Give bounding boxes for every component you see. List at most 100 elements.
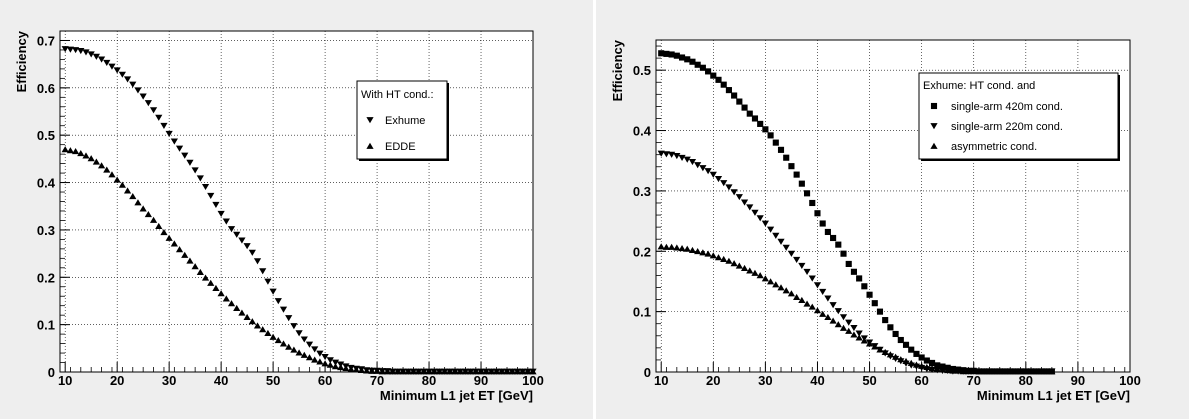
data-point: [897, 336, 904, 344]
data-point: [897, 356, 905, 363]
data-point: [824, 313, 832, 320]
data-point: [746, 267, 754, 274]
data-point: [839, 324, 848, 331]
data-point: [191, 167, 199, 174]
data-point: [683, 156, 691, 163]
data-point: [108, 63, 116, 70]
data-point: [819, 220, 826, 227]
data-point: [279, 340, 288, 347]
y-tick-label: 0.4: [37, 176, 56, 191]
data-point: [529, 368, 537, 375]
data-point: [217, 210, 225, 218]
data-point: [1043, 368, 1051, 375]
data-point: [678, 154, 686, 161]
series-2: [657, 243, 1056, 375]
data-point: [300, 336, 308, 343]
data-point: [207, 279, 215, 286]
data-point: [129, 81, 137, 88]
data-point: [683, 245, 691, 252]
y-tick-label: 0.5: [633, 63, 651, 78]
data-point: [227, 300, 236, 307]
data-point: [461, 368, 470, 375]
data-point: [944, 366, 952, 374]
data-point: [144, 100, 152, 107]
data-point: [248, 318, 256, 325]
data-point: [996, 368, 1004, 375]
data-point: [269, 288, 277, 295]
data-point: [761, 220, 769, 227]
data-point: [813, 307, 822, 314]
data-point: [264, 278, 272, 285]
data-point: [850, 331, 858, 338]
data-point: [181, 152, 189, 159]
data-point: [238, 237, 246, 244]
y-tick-label: 0.1: [633, 305, 651, 320]
data-point: [363, 367, 371, 374]
data-point: [850, 268, 857, 275]
data-point: [714, 254, 723, 261]
data-point: [704, 168, 712, 175]
data-point: [259, 326, 267, 333]
data-point: [913, 350, 920, 357]
data-point: [129, 193, 137, 200]
data-point: [730, 260, 738, 267]
data-point: [103, 166, 111, 173]
data-point: [751, 269, 759, 276]
legend-entry-label: single-arm 420m cond.: [951, 101, 1063, 113]
data-point: [61, 46, 69, 53]
data-point: [186, 159, 194, 166]
data-point: [990, 368, 999, 375]
data-point: [751, 115, 759, 122]
data-point: [803, 300, 811, 307]
y-tick-label: 0.2: [633, 244, 651, 259]
data-point: [809, 199, 816, 207]
data-point: [850, 325, 858, 332]
data-point: [139, 205, 147, 212]
efficiency-chart-right: 10 20 30 40 50 60 70 80 90 100 0 0.1 0.2 0.3 0.4 0.5 Min…: [610, 39, 1141, 403]
data-point: [456, 368, 464, 375]
data-point: [725, 257, 733, 264]
y-tick-label: 0.1: [37, 318, 55, 333]
data-point: [762, 126, 769, 133]
data-point: [477, 368, 485, 375]
data-point: [766, 226, 775, 233]
data-point: [383, 368, 392, 375]
data-point: [113, 176, 121, 183]
data-point: [662, 243, 671, 250]
data-point: [243, 313, 251, 320]
data-point: [663, 50, 670, 57]
data-point: [668, 51, 675, 58]
data-point: [777, 238, 785, 245]
data-point: [123, 187, 132, 194]
x-tick-label: 70: [370, 373, 384, 388]
data-point: [103, 59, 111, 66]
data-point: [77, 149, 85, 157]
x-axis-label: Minimum L1 jet ET [GeV]: [977, 388, 1130, 403]
data-point: [305, 354, 314, 361]
data-point: [191, 263, 199, 270]
data-point: [782, 287, 790, 294]
data-point: [975, 368, 983, 375]
data-point: [673, 52, 680, 59]
data-point: [798, 262, 806, 269]
x-tick-label: 30: [758, 373, 772, 388]
data-point: [949, 367, 957, 374]
data-point: [373, 367, 381, 374]
data-point: [923, 363, 931, 371]
data-point: [746, 204, 754, 211]
data-point: [181, 251, 189, 258]
data-point: [929, 359, 936, 367]
data-point: [736, 98, 743, 105]
data-point: [186, 257, 194, 264]
data-point: [980, 368, 988, 375]
data-point: [160, 229, 168, 236]
data-point: [342, 364, 350, 372]
data-point: [793, 256, 801, 263]
data-point: [253, 322, 262, 329]
data-point: [123, 76, 132, 83]
data-point: [207, 192, 215, 200]
data-point: [149, 107, 158, 114]
data-point: [731, 92, 738, 99]
data-point: [902, 357, 910, 365]
data-point: [326, 361, 334, 368]
